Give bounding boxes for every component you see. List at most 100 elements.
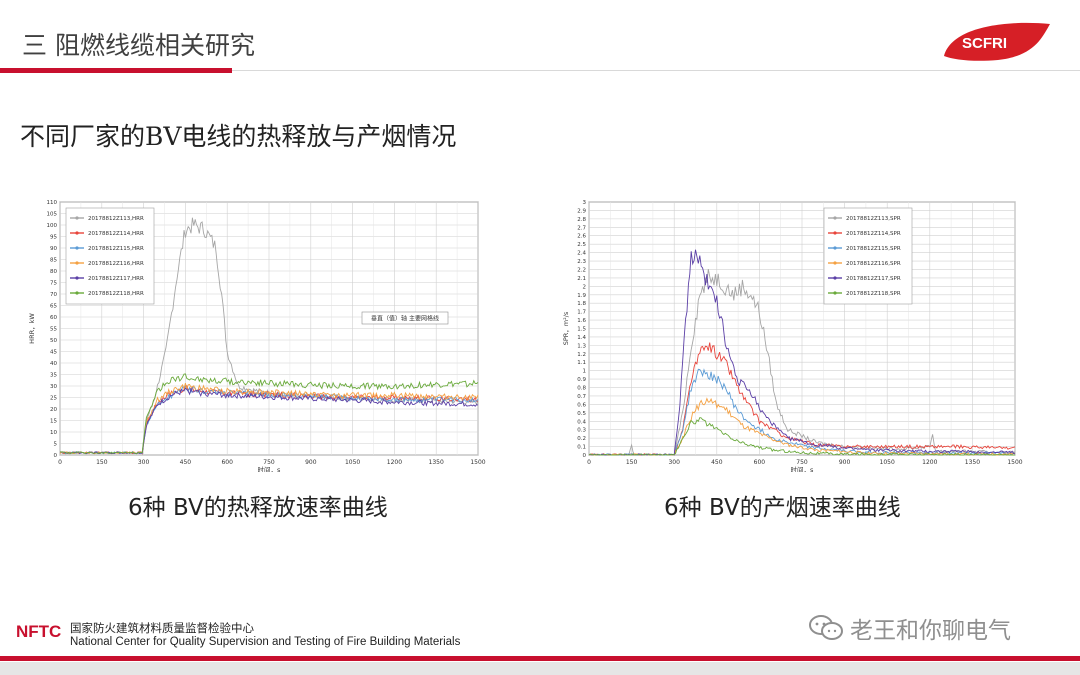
x-tick-label: 150 [626,459,638,466]
y-tick-label: 50 [50,338,57,344]
y-tick-label: 1.8 [577,301,586,307]
y-tick-label: 80 [50,269,57,275]
y-tick-label: 2 [583,284,587,290]
header-divider [232,70,1080,71]
y-tick-label: 2.6 [577,234,586,240]
y-tick-label: 1.4 [577,335,586,341]
gridline-tooltip [361,311,449,325]
x-tick-label: 900 [305,459,317,466]
legend-label: 20178812Z115,HRR [88,246,144,252]
y-tick-label: 95 [50,235,57,241]
x-tick-label: 1350 [965,459,980,466]
scfri-logo-text: SCFRI [962,35,1007,52]
y-tick-label: 65 [50,304,57,310]
y-tick-label: 90 [50,246,57,252]
y-axis-label: HRR，kW [28,313,36,344]
legend-label: 20178812Z118,HRR [88,291,144,297]
spr-caption: 6种 BV的产烟速率曲线 [664,495,901,521]
x-tick-label: 750 [263,459,275,466]
x-tick-label: 1500 [1007,459,1022,466]
org-name-cn: 国家防火建筑材料质量监督检验中心 [70,621,254,635]
y-tick-label: 55 [50,327,57,333]
y-tick-label: 0 [54,453,58,459]
y-tick-label: 2.8 [577,217,586,223]
hrr-chart: 0 5 10 15 20 25 30 35 40 45 50 55 60 65 70 75 80 85 90 95 10… [20,192,500,472]
y-tick-label: 2.2 [577,267,586,273]
legend-marker [833,246,837,250]
spr-chart: 0 0.1 0.2 0.3 0.4 0.5 0.6 0.7 0.8 0.9 1 1.1 1.2 1.3 1.… [558,192,1038,472]
legend-marker [833,261,837,265]
y-tick-label: 0 [583,453,587,459]
y-tick-label: 0.4 [577,419,586,425]
y-tick-label: 0.7 [577,394,586,400]
y-tick-label: 60 [50,315,57,321]
y-tick-label: 0.8 [577,386,586,392]
scfri-logo-icon: SCFRI [944,22,1050,61]
y-tick-label: 2.4 [577,251,586,257]
y-tick-label: 25 [50,396,57,402]
x-tick-label: 300 [138,459,150,466]
legend-marker [75,261,79,265]
x-tick-label: 1050 [880,459,895,466]
slide-subtitle: 不同厂家的BV电线的热释放与产烟情况 [20,122,457,151]
legend-marker [75,246,79,250]
x-tick-label: 1200 [922,459,937,466]
x-tick-label: 1050 [345,459,360,466]
y-tick-label: 1.7 [577,310,586,316]
y-tick-label: 85 [50,258,57,264]
x-tick-label: 0 [587,459,591,466]
y-tick-label: 1.1 [577,360,586,366]
x-tick-label: 150 [96,459,108,466]
x-tick-label: 900 [839,459,851,466]
legend-marker [833,216,837,220]
legend-marker [833,291,837,295]
y-tick-label: 1 [583,369,587,375]
y-tick-label: 2.7 [577,225,586,231]
x-tick-label: 1200 [387,459,402,466]
y-tick-label: 0.1 [577,445,586,451]
y-tick-label: 0.2 [577,436,586,442]
y-tick-label: 1.9 [577,293,586,299]
spr-chart-svg: 0 0.1 0.2 0.3 0.4 0.5 0.6 0.7 0.8 0.9 1 1.1 1.2 1.3 1.… [562,200,1023,472]
legend-marker [833,231,837,235]
legend-label: 20178812Z116,HRR [88,261,144,267]
legend-marker [75,291,79,295]
legend-box [823,207,913,305]
y-tick-label: 105 [47,212,58,218]
x-tick-label: 1500 [470,459,485,466]
legend-box [65,207,155,305]
legend-marker [833,276,837,280]
legend-label: 20178812Z113,SPR [846,216,901,222]
y-tick-label: 2.9 [577,208,586,214]
footer-accent-bar [0,656,1080,661]
hrr-chart-svg: 0 5 10 15 20 25 30 35 40 45 50 55 60 65 70 75 80 85 90 95 10… [28,200,486,472]
x-tick-label: 750 [796,459,808,466]
legend-marker [75,276,79,280]
y-tick-label: 5 [54,442,58,448]
header-title: 三 阻燃线缆相关研究 [22,31,255,60]
y-tick-label: 0.3 [577,428,586,434]
y-tick-label: 100 [47,223,58,229]
y-tick-label: 70 [50,292,57,298]
y-tick-label: 1.5 [577,327,586,333]
legend-marker [75,231,79,235]
watermark-text: 老王和你聊电气 [850,618,1011,644]
legend-label: 20178812Z115,SPR [846,246,901,252]
header-accent-bar [0,68,232,73]
series-line-5 [59,387,479,455]
y-tick-label: 1.6 [577,318,586,324]
y-axis-label: SPR，m²/s [562,311,570,345]
series-line-4 [59,382,479,455]
y-tick-label: 35 [50,373,57,379]
y-tick-label: 1.3 [577,343,586,349]
wechat-icon [809,615,843,640]
hrr-caption: 6种 BV的热释放速率曲线 [128,495,388,521]
y-tick-label: 10 [50,430,57,436]
x-tick-label: 0 [58,459,62,466]
legend-marker [75,216,79,220]
footer-band [0,662,1080,675]
x-axis-label: 时间，s [791,465,815,472]
y-tick-label: 2.5 [577,242,586,248]
y-tick-label: 0.5 [577,411,586,417]
gridline-tooltip-text: 垂直（值）轴 主要网格线 [371,315,439,323]
